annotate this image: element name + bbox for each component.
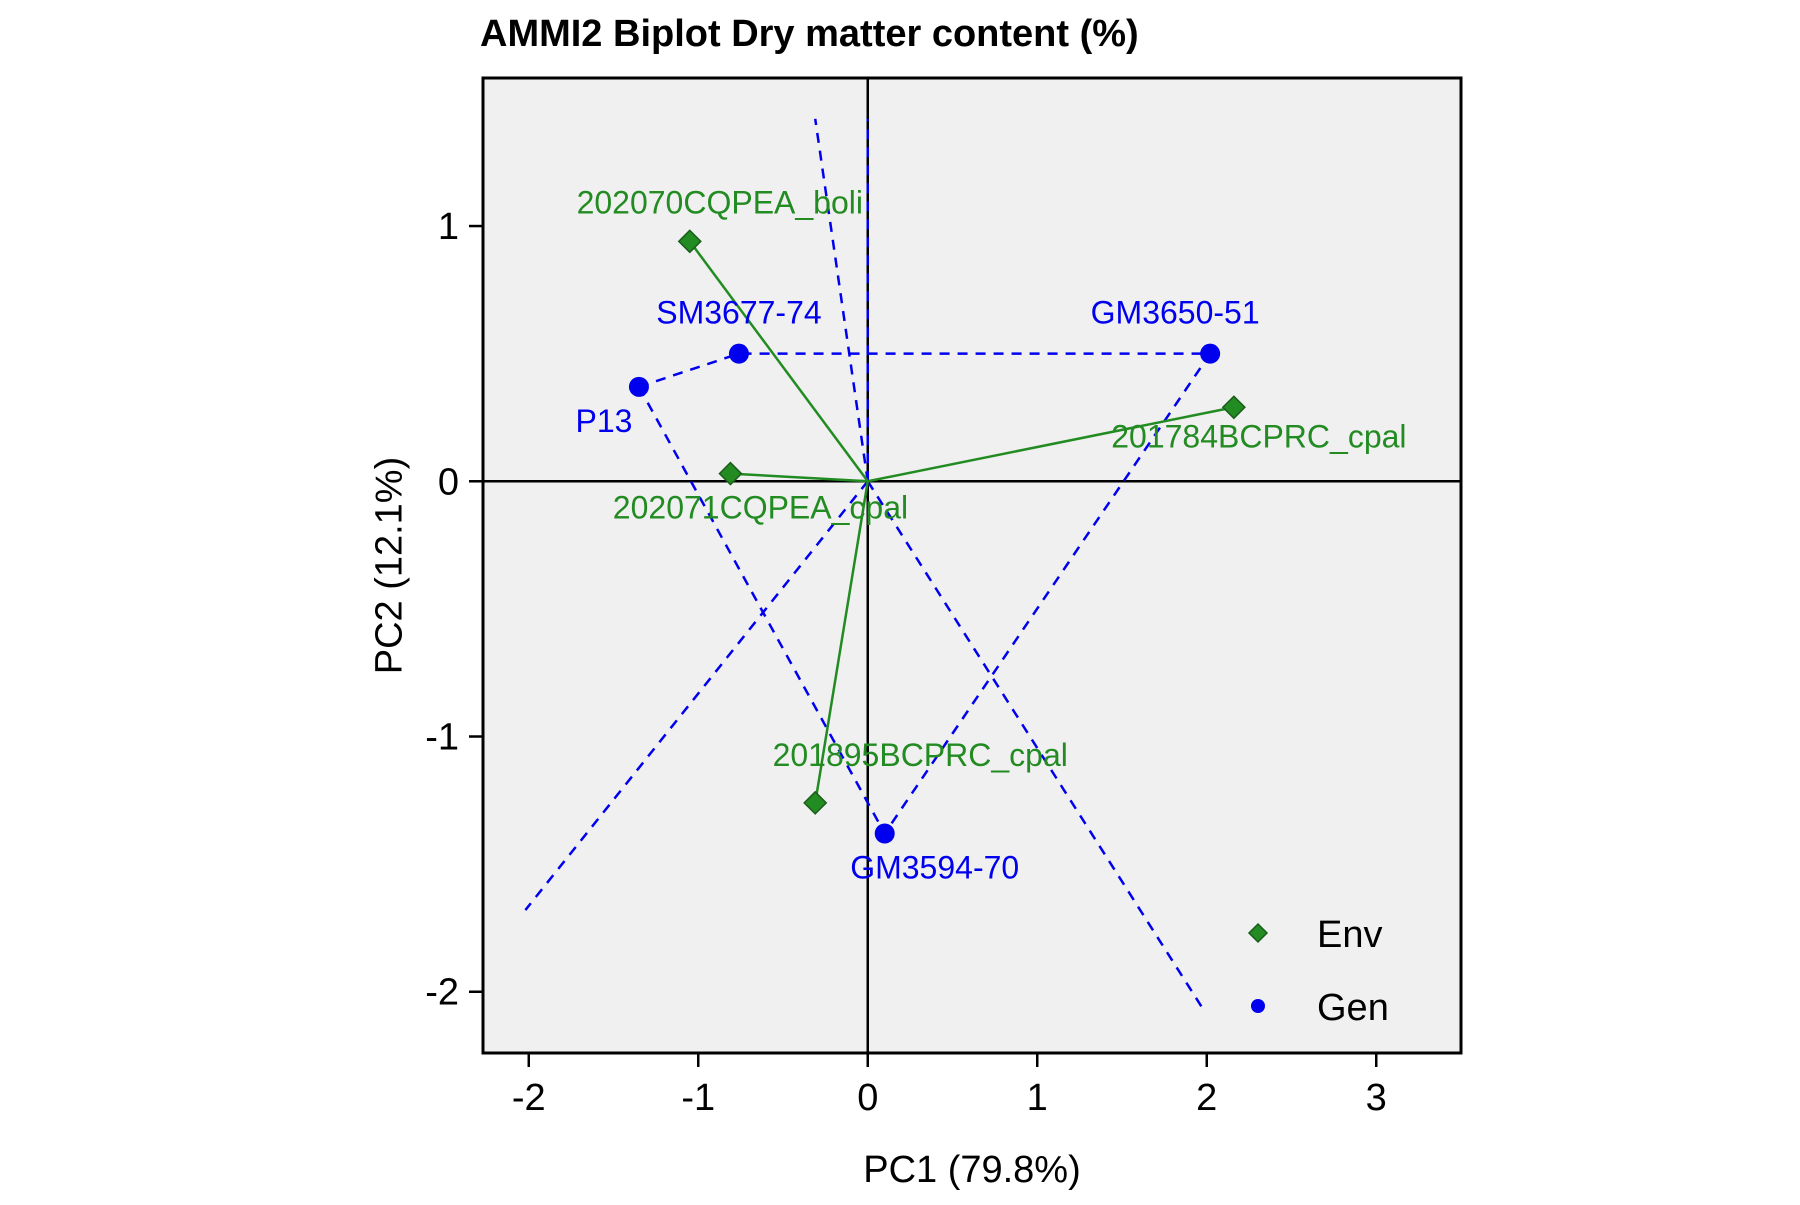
legend-env-label: Env [1317, 914, 1382, 956]
x-tick-label: -1 [681, 1077, 715, 1119]
env-point-4 [803, 790, 828, 815]
gen-label-1: SM3677-74 [656, 295, 821, 331]
y-tick-label: 0 [438, 461, 459, 503]
legend: Env Gen [1247, 914, 1389, 1029]
y-axis: -2 -1 0 1 [425, 206, 483, 1014]
sector-ray-3 [524, 480, 869, 911]
env-point-3 [718, 461, 743, 486]
sector-ray-4 [866, 480, 1207, 1013]
x-axis: -2 -1 0 1 2 3 [512, 1053, 1387, 1119]
env-vector-4 [813, 481, 869, 804]
legend-gen-label: Gen [1317, 987, 1389, 1029]
gen-label-4: GM3594-70 [850, 849, 1019, 885]
gen-label-3: P13 [575, 403, 632, 439]
y-tick-label: -2 [425, 972, 459, 1014]
env-label-4: 201895BCPRC_cpal [773, 737, 1068, 773]
x-axis-title: PC1 (79.8%) [863, 1149, 1081, 1191]
chart-title: AMMI2 Biplot Dry matter content (%) [480, 13, 1139, 55]
gen-point-3 [628, 376, 649, 397]
sector-ray-1 [813, 118, 869, 482]
plot-frame [481, 76, 1463, 1055]
data-points [628, 229, 1246, 844]
env-label-2: 201784BCPRC_cpal [1111, 418, 1406, 454]
legend-gen-marker [1251, 999, 1265, 1013]
env-point-2 [1221, 395, 1246, 420]
gen-point-4 [874, 823, 895, 844]
x-tick-label: 2 [1196, 1077, 1217, 1119]
legend-env-marker [1247, 922, 1269, 944]
env-vector-1 [688, 240, 869, 483]
env-vector-2 [867, 406, 1235, 483]
env-label-1: 202070CQPEA_boli [577, 184, 863, 220]
x-tick-label: 1 [1027, 1077, 1048, 1119]
sector-rays [524, 118, 1207, 1013]
env-vectors [688, 240, 1235, 804]
gen-point-2 [1200, 343, 1221, 364]
y-tick-label: -1 [425, 717, 459, 759]
point-labels: 202070CQPEA_boli 201784BCPRC_cpal 202071CQ… [575, 184, 1406, 885]
gen-label-2: GM3650-51 [1091, 295, 1260, 331]
x-tick-label: -2 [512, 1077, 546, 1119]
env-vector-3 [730, 472, 868, 483]
gen-point-1 [728, 343, 749, 364]
y-axis-title: PC2 (12.1%) [368, 457, 410, 675]
x-tick-label: 3 [1366, 1077, 1387, 1119]
env-point-1 [677, 229, 702, 254]
y-tick-label: 1 [438, 206, 459, 248]
plot-panel [483, 78, 1461, 1053]
env-label-3: 202071CQPEA_cpal [613, 490, 908, 526]
x-tick-label: 0 [857, 1077, 878, 1119]
